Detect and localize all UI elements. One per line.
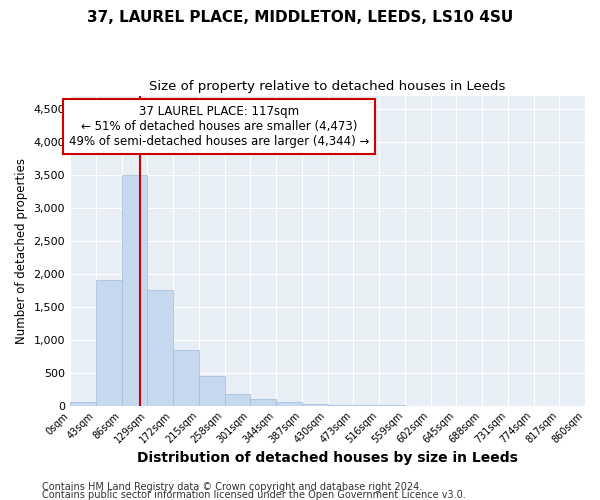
Text: 37, LAUREL PLACE, MIDDLETON, LEEDS, LS10 4SU: 37, LAUREL PLACE, MIDDLETON, LEEDS, LS10… (87, 10, 513, 25)
Bar (224, 394, 250, 406)
Bar (122, 174, 147, 406)
Text: Contains public sector information licensed under the Open Government Licence v3: Contains public sector information licen… (42, 490, 466, 500)
Title: Size of property relative to detached houses in Leeds: Size of property relative to detached ho… (149, 80, 506, 93)
Y-axis label: Number of detached properties: Number of detached properties (15, 158, 28, 344)
Bar (276, 402, 302, 406)
X-axis label: Distribution of detached houses by size in Leeds: Distribution of detached houses by size … (137, 451, 518, 465)
Bar (96, 280, 122, 406)
Bar (328, 405, 353, 406)
Text: 37 LAUREL PLACE: 117sqm
← 51% of detached houses are smaller (4,473)
49% of semi: 37 LAUREL PLACE: 117sqm ← 51% of detache… (69, 105, 370, 148)
Bar (250, 399, 276, 406)
Bar (147, 290, 173, 406)
Text: Contains HM Land Registry data © Crown copyright and database right 2024.: Contains HM Land Registry data © Crown c… (42, 482, 422, 492)
Bar (302, 404, 328, 406)
Bar (199, 376, 224, 406)
Bar (70, 402, 96, 406)
Bar (173, 350, 199, 406)
